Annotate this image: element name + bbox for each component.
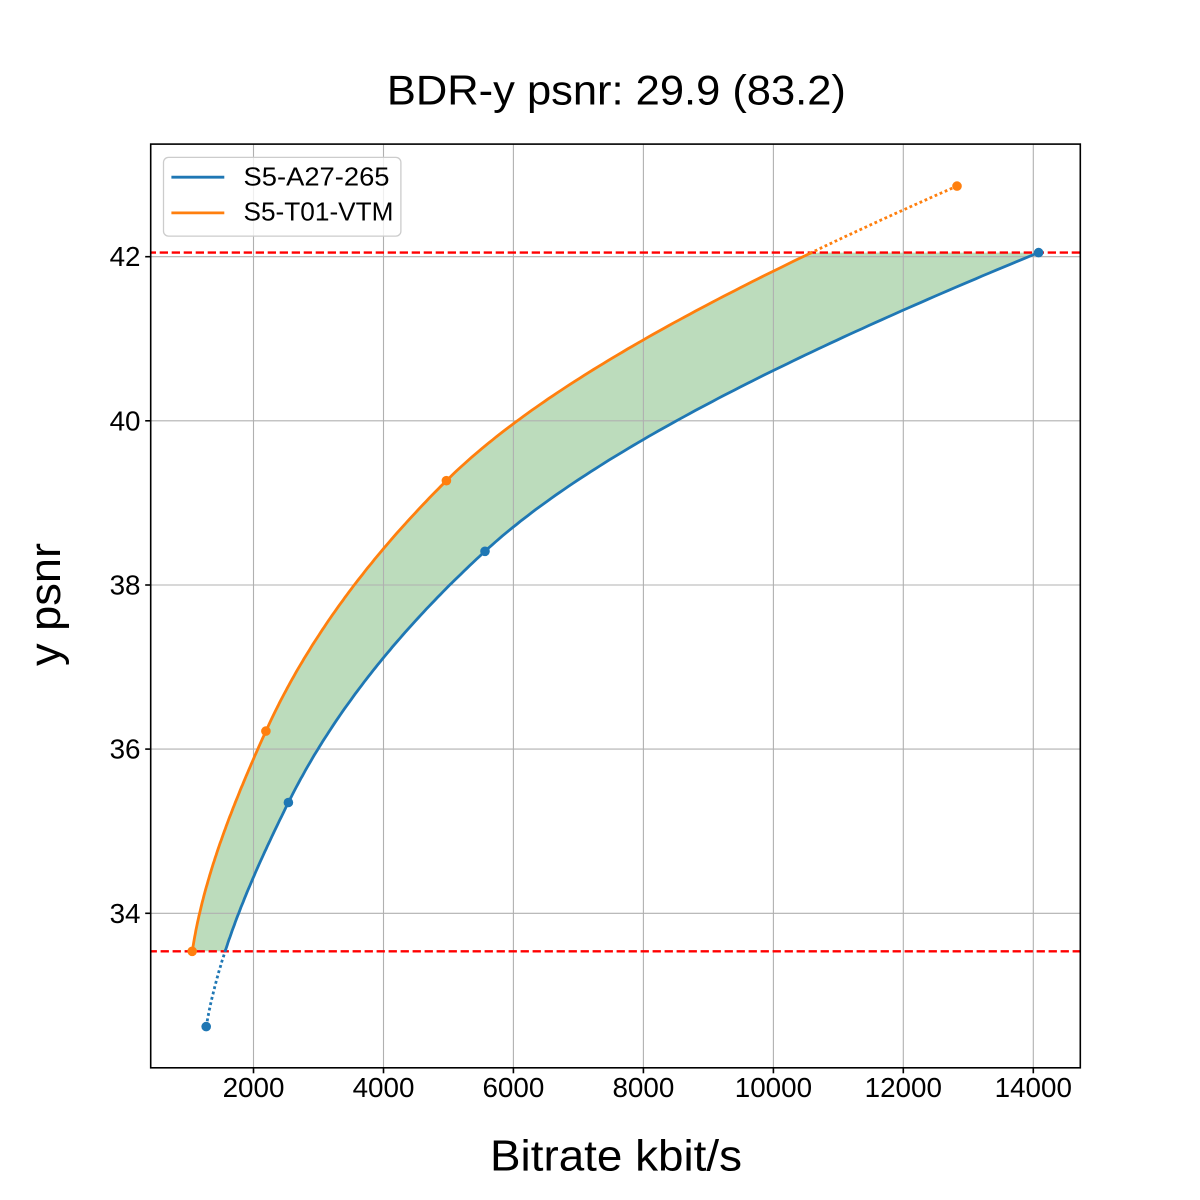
svg-text:S5-A27-265: S5-A27-265 xyxy=(244,161,390,191)
svg-text:10000: 10000 xyxy=(735,1072,812,1103)
svg-text:34: 34 xyxy=(110,898,141,929)
svg-text:36: 36 xyxy=(110,734,141,765)
svg-text:38: 38 xyxy=(110,570,141,601)
svg-text:8000: 8000 xyxy=(612,1072,674,1103)
svg-text:S5-T01-VTM: S5-T01-VTM xyxy=(244,197,394,227)
svg-text:14000: 14000 xyxy=(995,1072,1072,1103)
svg-text:40: 40 xyxy=(110,405,141,436)
svg-text:Bitrate kbit/s: Bitrate kbit/s xyxy=(490,1133,742,1181)
svg-text:42: 42 xyxy=(110,241,141,272)
svg-text:4000: 4000 xyxy=(353,1072,415,1103)
svg-text:6000: 6000 xyxy=(482,1072,544,1103)
svg-text:BDR-y psnr: 29.9 (83.2): BDR-y psnr: 29.9 (83.2) xyxy=(387,67,846,114)
svg-text:2000: 2000 xyxy=(223,1072,285,1103)
svg-text:y psnr: y psnr xyxy=(22,543,70,666)
svg-text:12000: 12000 xyxy=(865,1072,942,1103)
